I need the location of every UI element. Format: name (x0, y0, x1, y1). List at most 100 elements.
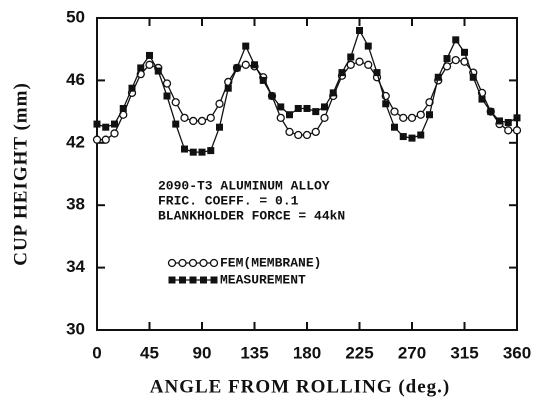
marker (197, 116, 207, 126)
marker (111, 120, 118, 128)
marker (276, 113, 285, 122)
marker (207, 147, 215, 155)
x-tick-label: 45 (140, 343, 159, 362)
marker (268, 92, 276, 100)
marker (382, 100, 390, 108)
marker (461, 48, 468, 56)
marker (443, 55, 451, 63)
x-tick-label: 270 (398, 343, 426, 362)
marker (171, 98, 180, 107)
marker (364, 60, 373, 69)
marker (198, 148, 206, 156)
annotation: FRIC. COEFF. = 0.1 (158, 193, 299, 208)
x-tick-label: 315 (450, 343, 478, 362)
marker (224, 84, 232, 92)
x-tick-label: 180 (293, 343, 321, 362)
x-axis-label: ANGLE FROM ROLLING (deg.) (150, 376, 451, 397)
marker (451, 55, 460, 65)
marker (206, 113, 215, 122)
marker (504, 126, 513, 135)
marker (346, 60, 355, 69)
marker (242, 42, 250, 50)
marker (356, 26, 363, 34)
marker (478, 95, 486, 103)
legend-marker (188, 258, 198, 268)
marker (407, 113, 417, 122)
marker (189, 116, 198, 126)
marker (364, 42, 372, 50)
legend-marker (168, 276, 176, 284)
marker (391, 123, 398, 131)
x-tick-label: 225 (345, 343, 373, 362)
marker (233, 64, 241, 72)
y-tick-label: 46 (66, 70, 85, 89)
y-tick-label: 50 (66, 7, 85, 26)
marker (146, 51, 153, 59)
marker (189, 148, 197, 156)
legend-marker (189, 276, 197, 284)
marker (347, 53, 355, 61)
marker (241, 60, 250, 69)
marker (102, 123, 110, 131)
marker (512, 126, 522, 135)
marker (469, 73, 477, 81)
legend-label: MEASUREMENT (220, 272, 306, 287)
y-axis-label: CUP HEIGHT (mm) (10, 82, 31, 266)
annotation: BLANKHOLDER FORCE = 44kN (158, 208, 345, 223)
marker (294, 104, 302, 112)
marker (294, 130, 303, 140)
marker (417, 131, 425, 139)
marker (311, 127, 320, 137)
marker (504, 119, 512, 127)
marker (302, 130, 312, 140)
marker (163, 92, 171, 100)
marker (303, 104, 311, 112)
annotation: 2090-T3 ALUMINUM ALLOY (158, 178, 330, 193)
marker (496, 117, 503, 125)
marker (93, 120, 101, 128)
marker (172, 120, 180, 128)
marker (312, 108, 320, 116)
x-tick-label: 0 (92, 343, 101, 362)
legend-marker (179, 276, 186, 284)
legend-label: FEM(MEMBRANE) (220, 255, 321, 270)
marker (181, 145, 188, 153)
marker (180, 113, 189, 122)
marker (338, 69, 346, 77)
y-tick-label: 38 (66, 195, 85, 214)
legend-marker (209, 258, 219, 268)
marker (399, 133, 407, 141)
marker (154, 67, 162, 75)
marker (216, 123, 223, 131)
marker (259, 76, 267, 84)
x-tick-label: 135 (240, 343, 268, 362)
marker (128, 84, 136, 92)
marker (92, 135, 102, 144)
marker (355, 57, 364, 66)
marker (119, 104, 127, 112)
marker (251, 61, 258, 69)
marker (373, 69, 381, 77)
marker (408, 134, 416, 142)
x-tick-label: 90 (193, 343, 212, 362)
marker (434, 73, 442, 81)
marker (329, 89, 337, 97)
marker (416, 110, 425, 119)
marker (145, 60, 154, 69)
y-tick-label: 34 (66, 257, 85, 276)
legend-marker (167, 258, 177, 268)
legend-marker (210, 276, 218, 284)
marker (320, 113, 329, 122)
marker (277, 103, 285, 111)
x-tick-label: 360 (503, 343, 531, 362)
marker (286, 111, 293, 119)
marker (162, 79, 172, 88)
marker (285, 127, 294, 137)
marker (101, 135, 110, 144)
legend-marker (178, 258, 187, 268)
marker (137, 64, 145, 72)
legend-marker (199, 258, 208, 268)
marker (487, 108, 495, 116)
marker (426, 111, 433, 119)
